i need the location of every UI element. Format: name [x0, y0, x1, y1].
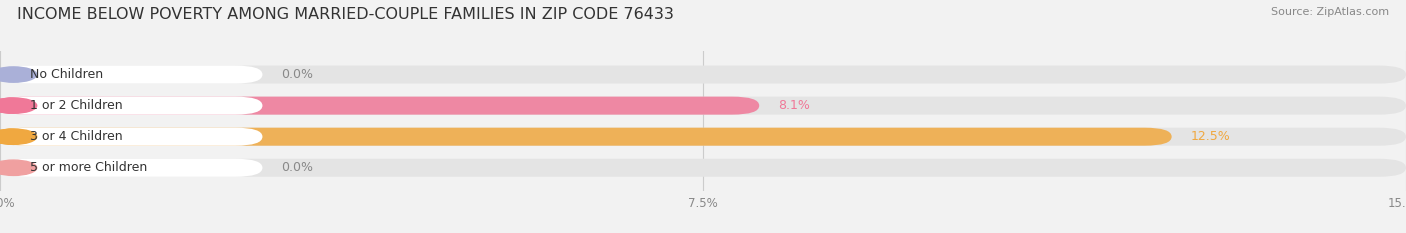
Text: INCOME BELOW POVERTY AMONG MARRIED-COUPLE FAMILIES IN ZIP CODE 76433: INCOME BELOW POVERTY AMONG MARRIED-COUPL… — [17, 7, 673, 22]
Circle shape — [0, 160, 37, 175]
Circle shape — [0, 98, 37, 113]
FancyBboxPatch shape — [0, 128, 1171, 146]
Text: 3 or 4 Children: 3 or 4 Children — [30, 130, 122, 143]
Text: 1 or 2 Children: 1 or 2 Children — [30, 99, 122, 112]
FancyBboxPatch shape — [0, 128, 1406, 146]
Text: 5 or more Children: 5 or more Children — [30, 161, 148, 174]
Circle shape — [0, 67, 37, 82]
Text: 0.0%: 0.0% — [281, 161, 314, 174]
FancyBboxPatch shape — [0, 97, 1406, 115]
Text: 0.0%: 0.0% — [281, 68, 314, 81]
Text: 8.1%: 8.1% — [778, 99, 810, 112]
FancyBboxPatch shape — [0, 65, 263, 84]
Circle shape — [0, 129, 37, 144]
Circle shape — [0, 129, 37, 144]
FancyBboxPatch shape — [0, 97, 263, 115]
FancyBboxPatch shape — [0, 159, 1406, 177]
FancyBboxPatch shape — [0, 97, 759, 115]
FancyBboxPatch shape — [0, 97, 263, 115]
FancyBboxPatch shape — [0, 159, 263, 177]
FancyBboxPatch shape — [0, 128, 263, 146]
Text: 12.5%: 12.5% — [1191, 130, 1230, 143]
FancyBboxPatch shape — [0, 65, 1406, 84]
Circle shape — [0, 98, 37, 113]
Text: No Children: No Children — [30, 68, 103, 81]
FancyBboxPatch shape — [0, 128, 263, 146]
Text: Source: ZipAtlas.com: Source: ZipAtlas.com — [1271, 7, 1389, 17]
